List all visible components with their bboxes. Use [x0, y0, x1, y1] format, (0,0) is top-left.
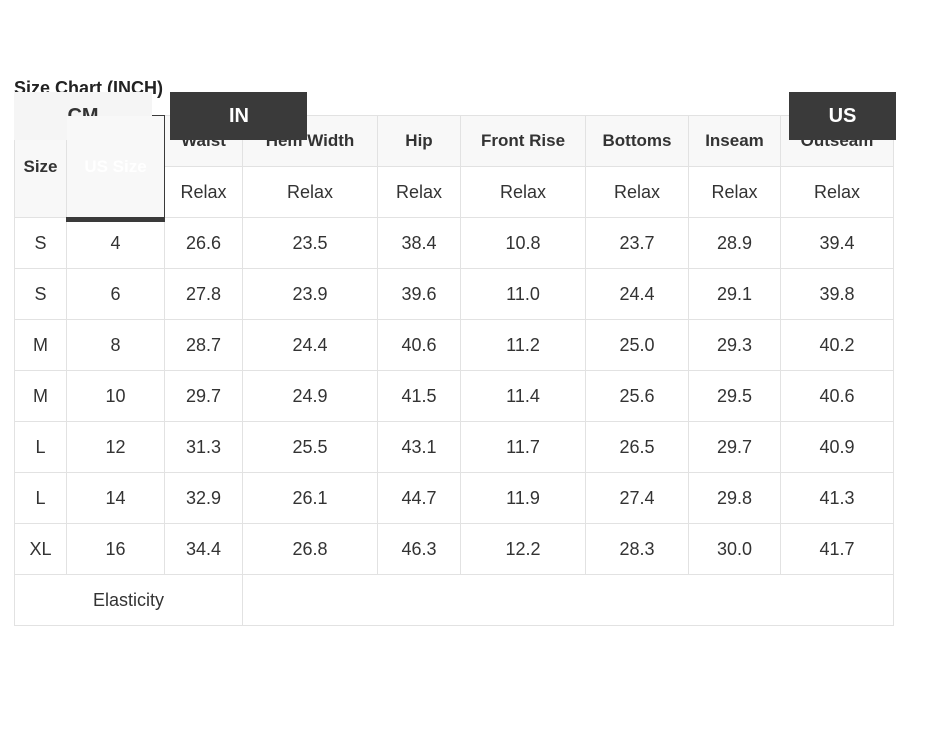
us-size-cell: 4 — [66, 217, 165, 269]
measurement-cell: 29.8 — [688, 472, 781, 524]
measurement-cell: 31.3 — [164, 421, 243, 473]
us-size-cell: 8 — [66, 319, 165, 371]
us-size-cell: 10 — [66, 370, 165, 422]
elasticity-row: Elasticity — [14, 574, 894, 626]
measurement-cell: 29.7 — [164, 370, 243, 422]
fit-type-cell: Relax — [242, 166, 378, 218]
measurement-cell: 10.8 — [460, 217, 586, 269]
measurement-cell: 41.5 — [377, 370, 461, 422]
size-cell: M — [14, 370, 67, 422]
measurement-cell: 32.9 — [164, 472, 243, 524]
measurement-cell: 12.2 — [460, 523, 586, 575]
us-size-cell: 12 — [66, 421, 165, 473]
measurement-cell: 28.7 — [164, 319, 243, 371]
measurement-cell: 27.4 — [585, 472, 689, 524]
column-header-bottoms: Bottoms — [585, 115, 689, 167]
in-toggle-button[interactable]: IN — [170, 92, 308, 140]
measurement-cell: 39.8 — [780, 268, 894, 320]
column-header-hip: Hip — [377, 115, 461, 167]
size-cell: XL — [14, 523, 67, 575]
measurement-cell: 43.1 — [377, 421, 461, 473]
fit-type-cell: Relax — [164, 166, 243, 218]
measurement-cell: 11.9 — [460, 472, 586, 524]
measurement-cell: 11.4 — [460, 370, 586, 422]
measurement-cell: 11.7 — [460, 421, 586, 473]
table-row: M 10 29.7 24.9 41.5 11.4 25.6 29.5 40.6 — [14, 370, 894, 422]
measurement-cell: 24.9 — [242, 370, 378, 422]
measurement-cell: 25.6 — [585, 370, 689, 422]
measurement-cell: 40.2 — [780, 319, 894, 371]
measurement-cell: 27.8 — [164, 268, 243, 320]
column-header-front-rise: Front Rise — [460, 115, 586, 167]
column-header-us-size: US Size — [66, 115, 166, 223]
measurement-cell: 25.5 — [242, 421, 378, 473]
us-region-button[interactable]: US — [789, 92, 896, 140]
measurement-cell: 39.4 — [780, 217, 894, 269]
measurement-cell: 46.3 — [377, 523, 461, 575]
elasticity-label-cell: Elasticity — [14, 574, 243, 626]
measurement-cell: 44.7 — [377, 472, 461, 524]
measurement-cell: 41.3 — [780, 472, 894, 524]
measurement-cell: 23.9 — [242, 268, 378, 320]
measurement-cell: 29.3 — [688, 319, 781, 371]
measurement-cell: 26.1 — [242, 472, 378, 524]
measurement-cell: 11.0 — [460, 268, 586, 320]
measurement-cell: 26.6 — [164, 217, 243, 269]
us-size-cell: 6 — [66, 268, 165, 320]
fit-type-cell: Relax — [780, 166, 894, 218]
size-cell: L — [14, 472, 67, 524]
fit-type-row: Relax Relax Relax Relax Relax Relax Rela… — [15, 166, 894, 218]
measurement-cell: 26.5 — [585, 421, 689, 473]
table-row: XL 16 34.4 26.8 46.3 12.2 28.3 30.0 41.7 — [14, 523, 894, 575]
measurement-cell: 29.1 — [688, 268, 781, 320]
measurement-cell: 39.6 — [377, 268, 461, 320]
measurement-cell: 30.0 — [688, 523, 781, 575]
size-cell: M — [14, 319, 67, 371]
unit-toggle-bar: CM IN US — [14, 92, 896, 140]
measurement-cell: 28.3 — [585, 523, 689, 575]
measurement-cell: 40.6 — [377, 319, 461, 371]
measurement-cell: 26.8 — [242, 523, 378, 575]
table-row: L 12 31.3 25.5 43.1 11.7 26.5 29.7 40.9 — [14, 421, 894, 473]
measurement-cell: 23.7 — [585, 217, 689, 269]
measurement-cell: 23.5 — [242, 217, 378, 269]
size-cell: S — [14, 217, 67, 269]
measurement-cell: 40.9 — [780, 421, 894, 473]
measurement-cell: 29.7 — [688, 421, 781, 473]
us-size-cell: 16 — [66, 523, 165, 575]
measurement-cell: 28.9 — [688, 217, 781, 269]
elasticity-value-cell — [242, 574, 894, 626]
fit-type-cell: Relax — [377, 166, 461, 218]
us-size-cell: 14 — [66, 472, 165, 524]
measurement-cell: 11.2 — [460, 319, 586, 371]
measurement-cell: 25.0 — [585, 319, 689, 371]
size-cell: S — [14, 268, 67, 320]
table-row: L 14 32.9 26.1 44.7 11.9 27.4 29.8 41.3 — [14, 472, 894, 524]
fit-type-cell: Relax — [585, 166, 689, 218]
header-row: Size US Size Waist Hem Width Hip Front R… — [14, 115, 894, 223]
measurement-cell: 24.4 — [242, 319, 378, 371]
measurement-cell: 38.4 — [377, 217, 461, 269]
measurement-cell: 24.4 — [585, 268, 689, 320]
measurement-cell: 29.5 — [688, 370, 781, 422]
size-chart-table: Size US Size Waist Hem Width Hip Front R… — [14, 115, 894, 626]
measurement-cell: 41.7 — [780, 523, 894, 575]
fit-type-cell: Relax — [460, 166, 586, 218]
measurement-cell: 40.6 — [780, 370, 894, 422]
table-row: M 8 28.7 24.4 40.6 11.2 25.0 29.3 40.2 — [14, 319, 894, 371]
table-row: S 6 27.8 23.9 39.6 11.0 24.4 29.1 39.8 — [14, 268, 894, 320]
column-header-inseam: Inseam — [688, 115, 781, 167]
table-row: S 4 26.6 23.5 38.4 10.8 23.7 28.9 39.4 — [14, 217, 894, 269]
measurement-cell: 34.4 — [164, 523, 243, 575]
fit-type-cell: Relax — [688, 166, 781, 218]
size-cell: L — [14, 421, 67, 473]
